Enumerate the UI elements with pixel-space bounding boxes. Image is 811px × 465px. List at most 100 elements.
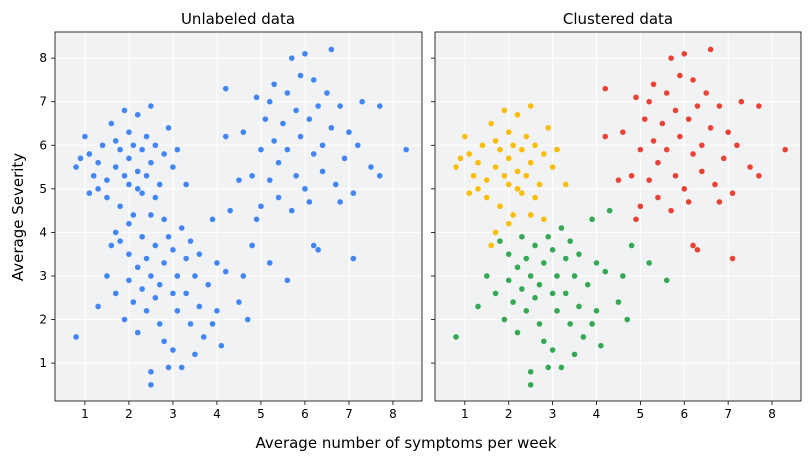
data-point: [466, 151, 473, 157]
data-point: [302, 50, 308, 57]
data-point: [337, 103, 343, 109]
data-point: [376, 103, 383, 109]
data-point: [315, 247, 321, 253]
data-point: [126, 220, 132, 227]
data-point: [505, 129, 512, 136]
data-point: [672, 172, 679, 179]
data-point: [501, 107, 508, 114]
data-point: [258, 203, 264, 210]
data-point: [161, 260, 167, 266]
data-point: [646, 98, 652, 105]
data-point: [121, 172, 128, 179]
data-point: [523, 255, 530, 262]
data-point: [310, 151, 317, 157]
data-point: [681, 50, 688, 57]
data-point: [403, 146, 409, 153]
data-point: [738, 98, 745, 105]
data-point: [527, 103, 534, 109]
data-point: [637, 203, 644, 210]
data-point: [262, 116, 269, 122]
data-point: [532, 294, 538, 301]
data-point: [690, 242, 696, 249]
data-point: [218, 342, 225, 349]
data-point: [514, 186, 521, 192]
data-point: [562, 255, 569, 262]
data-point: [165, 364, 172, 371]
data-point: [271, 138, 277, 144]
data-point: [134, 186, 141, 192]
data-point: [593, 260, 600, 266]
data-point: [510, 212, 516, 218]
data-point: [527, 273, 534, 279]
data-point: [554, 308, 560, 314]
data-point: [174, 308, 181, 314]
x-axis-label: Average number of symptoms per week: [255, 434, 556, 452]
data-point: [99, 142, 106, 149]
data-point: [86, 190, 93, 196]
data-point: [475, 186, 481, 192]
data-point: [90, 172, 97, 179]
data-point: [192, 351, 198, 358]
data-point: [536, 281, 543, 288]
data-point: [488, 120, 494, 127]
data-point: [545, 125, 552, 131]
data-point: [756, 172, 762, 179]
data-point: [549, 347, 556, 353]
data-point: [130, 212, 137, 218]
data-point: [523, 172, 530, 179]
data-point: [126, 277, 132, 284]
data-point: [288, 55, 295, 61]
data-point: [712, 181, 718, 188]
data-point: [275, 159, 282, 166]
data-point: [580, 334, 587, 340]
data-point: [183, 255, 189, 262]
data-point: [505, 277, 512, 284]
data-point: [152, 194, 159, 201]
data-point: [148, 273, 154, 279]
y-tick-label: 5: [39, 182, 47, 196]
y-tick-label: 2: [39, 313, 47, 327]
data-point: [519, 146, 525, 153]
data-point: [663, 146, 670, 153]
data-point: [161, 216, 167, 223]
data-point: [479, 142, 486, 149]
data-point: [554, 273, 560, 279]
data-point: [73, 334, 79, 340]
data-point: [73, 164, 79, 170]
data-point: [720, 155, 727, 162]
data-point: [505, 181, 512, 188]
data-point: [148, 382, 154, 388]
data-point: [558, 364, 565, 371]
data-point: [668, 55, 674, 61]
data-point: [734, 142, 740, 149]
data-point: [266, 98, 273, 105]
data-point: [112, 229, 119, 236]
y-axis-label: Average Severity: [9, 153, 27, 281]
data-point: [161, 338, 167, 345]
data-point: [152, 242, 159, 249]
data-point: [628, 172, 635, 179]
data-point: [130, 142, 137, 149]
data-point: [488, 242, 494, 249]
data-point: [117, 203, 123, 210]
data-point: [161, 151, 167, 157]
data-point: [350, 190, 357, 196]
x-tick-label: 6: [301, 407, 309, 421]
x-tick-label: 7: [724, 407, 732, 421]
data-point: [483, 177, 490, 183]
data-point: [266, 260, 273, 266]
data-point: [310, 242, 317, 249]
data-point: [497, 238, 503, 244]
data-point: [293, 172, 299, 179]
data-point: [694, 247, 701, 253]
plot-background: [435, 32, 801, 401]
data-point: [306, 116, 313, 122]
data-point: [576, 251, 582, 257]
data-point: [527, 159, 534, 166]
data-point: [148, 369, 154, 375]
data-point: [134, 264, 141, 271]
data-point: [174, 146, 181, 153]
x-tick-label: 4: [593, 407, 601, 421]
data-point: [655, 159, 661, 166]
